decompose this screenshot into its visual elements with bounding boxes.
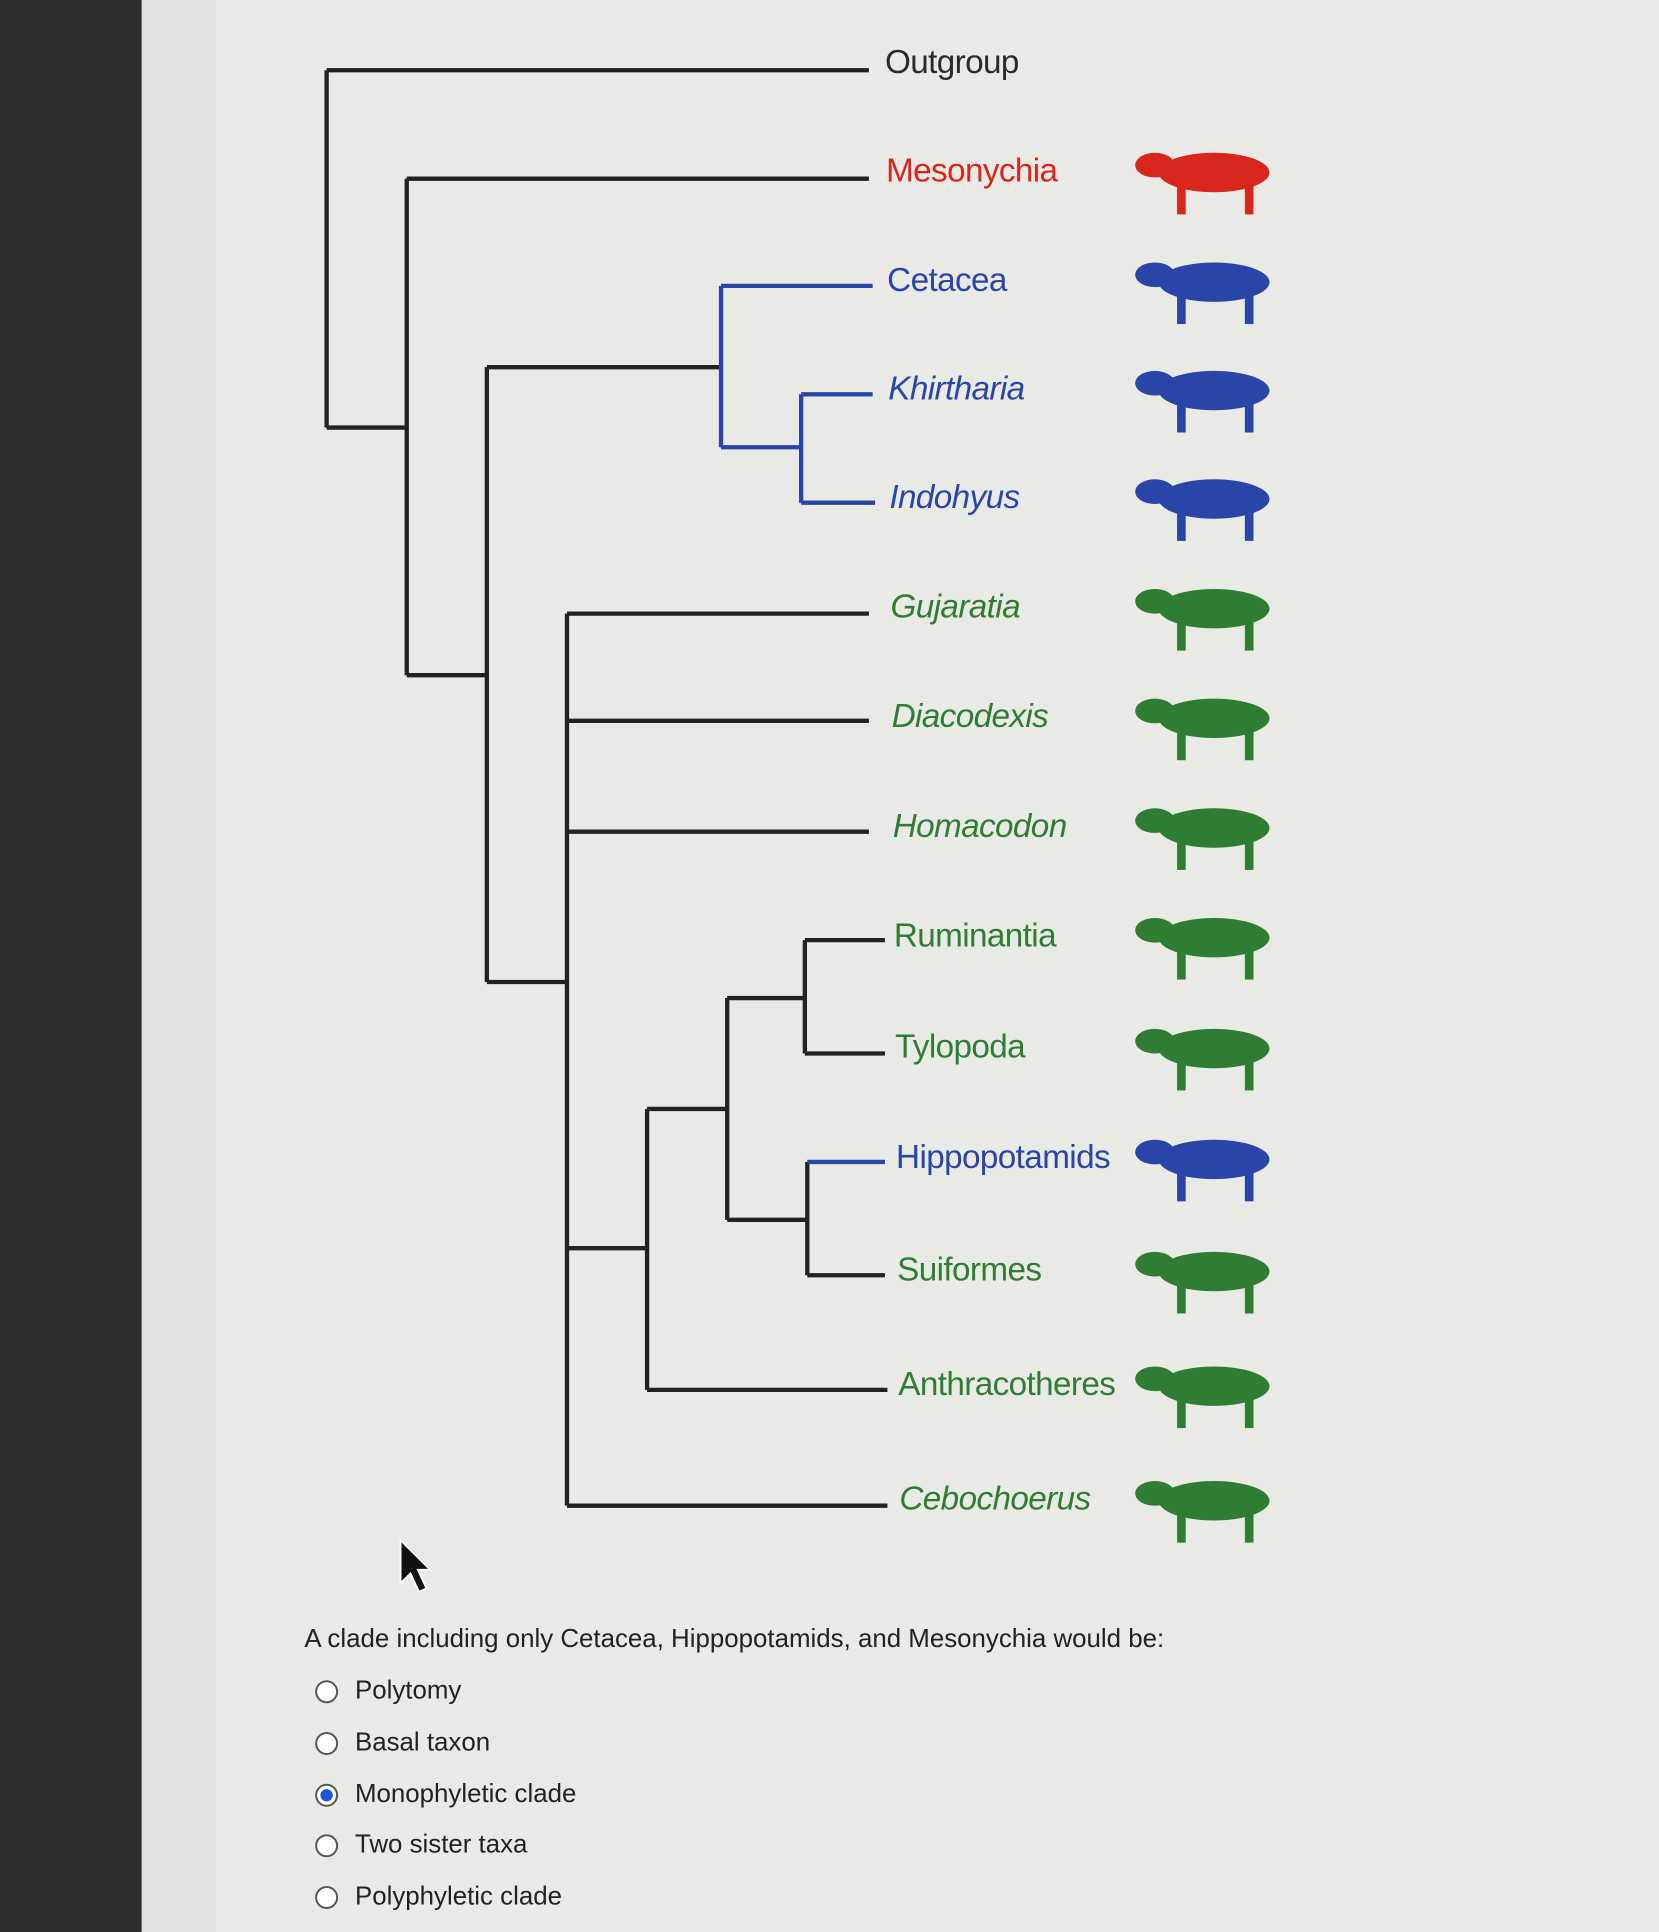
taxon-label: Indohyus <box>889 479 1019 516</box>
icon-leg <box>1177 1169 1186 1202</box>
animal-icon <box>1135 152 1270 215</box>
icon-body <box>1158 808 1270 848</box>
icon-body <box>1158 262 1270 302</box>
icon-leg <box>1177 1281 1186 1314</box>
animal-icon <box>1135 479 1270 541</box>
icon-leg <box>1244 618 1254 651</box>
animal-icon <box>1135 698 1270 761</box>
option-label[interactable]: Monophyletic clade <box>355 1780 576 1808</box>
animal-icon <box>1135 1251 1270 1314</box>
radio-button[interactable] <box>315 1732 339 1755</box>
icon-head <box>1135 698 1175 724</box>
icon-body <box>1158 698 1270 739</box>
icon-leg <box>1244 1396 1254 1429</box>
icon-head <box>1135 152 1175 178</box>
radio-button[interactable] <box>315 1834 339 1858</box>
icon-head <box>1135 917 1175 943</box>
icon-body <box>1158 1366 1270 1406</box>
icon-body <box>1158 1028 1270 1069</box>
icon-head <box>1135 262 1175 288</box>
icon-leg <box>1177 947 1186 980</box>
icon-body <box>1158 1481 1270 1521</box>
icon-leg <box>1177 618 1186 651</box>
animal-icon <box>1135 1481 1270 1543</box>
icon-leg <box>1177 837 1186 870</box>
animal-icon <box>1135 1366 1270 1429</box>
option-label[interactable]: Polyphyletic clade <box>355 1882 562 1910</box>
animal-icon <box>1135 1139 1270 1202</box>
icon-body <box>1158 588 1270 629</box>
icon-leg <box>1244 508 1254 541</box>
taxon-label: Outgroup <box>885 44 1019 81</box>
taxon-label: Cebochoerus <box>899 1481 1090 1518</box>
icon-body <box>1158 1251 1270 1292</box>
animal-icon <box>1135 917 1270 980</box>
icon-head <box>1135 370 1175 396</box>
bezel <box>0 0 142 1932</box>
icon-body <box>1158 917 1270 958</box>
radio-button[interactable] <box>315 1886 339 1909</box>
radio-selected[interactable] <box>320 1789 333 1802</box>
icon-body <box>1158 370 1270 411</box>
icon-leg <box>1177 728 1186 761</box>
radio-button[interactable] <box>315 1680 339 1704</box>
taxon-label: Suiformes <box>897 1251 1041 1288</box>
icon-body <box>1158 1139 1270 1180</box>
icon-head <box>1135 808 1175 833</box>
icon-head <box>1135 1251 1175 1277</box>
taxon-label: Diacodexis <box>892 698 1049 735</box>
icon-leg <box>1244 292 1254 325</box>
icon-head <box>1135 1139 1175 1165</box>
tree <box>324 68 888 1508</box>
icon-leg <box>1244 728 1254 761</box>
option-label[interactable]: Two sister taxa <box>355 1831 528 1859</box>
taxon-label: Cetacea <box>887 262 1008 299</box>
animal-icon <box>1135 808 1270 870</box>
icon-leg <box>1244 1058 1254 1091</box>
icon-leg <box>1244 1510 1254 1543</box>
animal-icon <box>1135 588 1270 651</box>
animal-icon <box>1135 262 1270 325</box>
animal-icon <box>1135 1028 1270 1091</box>
icon-leg <box>1177 292 1186 325</box>
icon-leg <box>1244 947 1254 980</box>
icon-head <box>1135 588 1175 614</box>
taxon-label: Hippopotamids <box>896 1139 1110 1176</box>
taxon-label: Homacodon <box>893 808 1067 845</box>
icon-head <box>1135 1481 1175 1506</box>
icon-leg <box>1177 182 1186 215</box>
icon-leg <box>1177 1396 1186 1429</box>
icon-leg <box>1177 400 1186 433</box>
icon-leg <box>1177 1510 1186 1543</box>
icon-body <box>1158 479 1270 519</box>
icon-body <box>1158 152 1270 193</box>
mouse-cursor <box>399 1537 433 1594</box>
icon-leg <box>1244 1281 1254 1314</box>
icon-leg <box>1177 1058 1186 1091</box>
option-label[interactable]: Polytomy <box>355 1677 461 1705</box>
taxon-label: Anthracotheres <box>898 1366 1115 1403</box>
taxon-label: Tylopoda <box>895 1028 1026 1065</box>
sidebar <box>141 0 216 1932</box>
icon-leg <box>1244 182 1254 215</box>
taxon-label: Gujaratia <box>891 588 1021 625</box>
icon-leg <box>1244 1169 1254 1202</box>
icon-leg <box>1244 400 1254 433</box>
option-label[interactable]: Basal taxon <box>355 1728 490 1756</box>
taxon-label: Mesonychia <box>886 152 1058 189</box>
icon-leg <box>1177 508 1186 541</box>
icon-head <box>1135 1366 1175 1392</box>
question: A clade including only Cetacea, Hippopot… <box>304 1625 1164 1653</box>
animal-icon <box>1135 370 1270 433</box>
icon-leg <box>1244 837 1254 870</box>
taxon-label: Ruminantia <box>894 917 1057 954</box>
icon-head <box>1135 1028 1175 1054</box>
icon-head <box>1135 479 1175 504</box>
taxon-label: Khirtharia <box>888 370 1024 407</box>
